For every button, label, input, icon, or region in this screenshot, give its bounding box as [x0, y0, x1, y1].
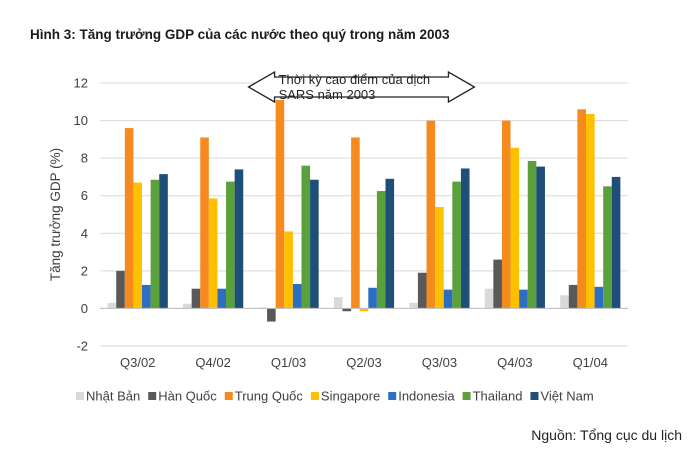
bar-hàn-quốc-Q4-03 [493, 259, 502, 309]
legend-swatch-singapore [310, 392, 319, 400]
legend-label-hàn-quốc: Hàn Quốc [158, 389, 217, 404]
legend-swatch-thailand [462, 392, 471, 400]
bar-indonesia-Q4-02 [217, 288, 227, 309]
x-tick-label: Q1/03 [271, 355, 306, 370]
bar-trung-quốc-Q2-03 [351, 137, 360, 309]
y-tick-label: 10 [74, 113, 88, 128]
bar-trung-quốc-Q3-03 [426, 120, 436, 309]
x-tick-label: Q3/03 [422, 355, 457, 370]
bar-nhật-bản-Q4-02 [183, 303, 192, 309]
bar-việt-nam-Q4-02 [234, 169, 244, 309]
legend-swatch-nhật-bản [76, 392, 84, 400]
bar-nhật-bản-Q2-03 [333, 297, 343, 309]
bar-hàn-quốc-Q3-03 [417, 272, 427, 309]
bar-việt-nam-Q3-03 [460, 168, 470, 309]
bar-singapore-Q4-03 [510, 147, 520, 309]
bar-singapore-Q3-02 [133, 182, 143, 309]
legend-label-việt-nam: Việt Nam [540, 389, 593, 404]
bar-hàn-quốc-Q4-02 [191, 288, 201, 309]
y-tick-label: 4 [81, 226, 88, 241]
bar-thailand-Q4-03 [527, 160, 537, 309]
bar-thailand-Q3-03 [452, 181, 461, 309]
bar-trung-quốc-Q1-04 [577, 109, 586, 309]
y-tick-label: 12 [74, 76, 88, 91]
bar-thailand-Q3-02 [150, 179, 160, 309]
bar-nhật-bản-Q1-04 [560, 295, 569, 309]
bar-trung-quốc-Q4-03 [501, 120, 511, 309]
legend-label-singapore: Singapore [321, 389, 380, 404]
bar-nhật-bản-Q4-03 [484, 288, 494, 309]
x-tick-label: Q4/03 [497, 355, 532, 370]
legend-swatch-việt-nam [530, 392, 539, 400]
bar-indonesia-Q1-03 [292, 284, 302, 309]
bar-hàn-quốc-Q1-04 [568, 284, 578, 309]
bar-singapore-Q4-02 [208, 198, 218, 309]
bar-thailand-Q1-04 [603, 186, 612, 309]
bar-việt-nam-Q3-02 [159, 174, 168, 309]
bar-việt-nam-Q2-03 [385, 178, 395, 309]
x-tick-label: Q3/02 [120, 355, 155, 370]
bar-singapore-Q1-03 [284, 231, 293, 309]
bar-việt-nam-Q1-04 [611, 176, 621, 309]
bar-trung-quốc-Q1-03 [275, 99, 285, 309]
sars-annotation-line-2: SARS năm 2003 [279, 87, 376, 102]
bar-nhật-bản-Q3-03 [409, 302, 418, 309]
legend-label-indonesia: Indonesia [398, 389, 455, 404]
bar-trung-quốc-Q4-02 [200, 137, 209, 309]
y-tick-label: 8 [81, 151, 88, 166]
legend-swatch-indonesia [388, 392, 397, 400]
bar-thailand-Q1-03 [301, 165, 311, 309]
bar-thailand-Q4-02 [226, 181, 235, 309]
bar-indonesia-Q1-04 [594, 286, 604, 309]
x-tick-label: Q1/04 [573, 355, 608, 370]
bar-việt-nam-Q4-03 [536, 166, 545, 309]
bar-thailand-Q2-03 [376, 191, 386, 309]
bar-indonesia-Q2-03 [368, 287, 377, 309]
bar-indonesia-Q4-03 [519, 289, 528, 309]
bar-singapore-Q2-03 [359, 308, 369, 312]
sars-annotation-line-1: Thời kỳ cao điểm của dịch [279, 72, 431, 87]
x-tick-label: Q4/02 [195, 355, 230, 370]
y-tick-label: 0 [81, 301, 88, 316]
legend-label-trung-quốc: Trung Quốc [235, 389, 304, 404]
y-axis-label: Tăng trưởng GDP (%) [48, 148, 63, 281]
bar-nhật-bản-Q3-02 [107, 302, 117, 309]
bar-trung-quốc-Q3-02 [124, 128, 134, 309]
y-tick-label: -2 [76, 339, 88, 354]
source-note: Nguồn: Tổng cục du lịch [531, 427, 682, 443]
bar-singapore-Q1-04 [585, 113, 595, 309]
sars-period-arrow [247, 70, 476, 104]
bar-hàn-quốc-Q1-03 [267, 308, 276, 322]
x-tick-label: Q2/03 [346, 355, 381, 370]
y-tick-label: 2 [81, 263, 88, 278]
bar-việt-nam-Q1-03 [310, 179, 319, 309]
bar-hàn-quốc-Q3-02 [116, 270, 125, 309]
legend-swatch-hàn-quốc [148, 392, 157, 400]
y-tick-label: 6 [81, 188, 88, 203]
bar-singapore-Q3-03 [435, 206, 444, 309]
figure-title: Hình 3: Tăng trưởng GDP của các nước the… [30, 27, 450, 42]
bar-hàn-quốc-Q2-03 [342, 308, 352, 312]
legend-label-thailand: Thailand [473, 389, 523, 404]
bar-indonesia-Q3-03 [443, 289, 453, 309]
bar-indonesia-Q3-02 [142, 284, 151, 309]
legend-label-nhật-bản: Nhật Bản [86, 389, 140, 404]
legend-swatch-trung-quốc [224, 392, 233, 400]
